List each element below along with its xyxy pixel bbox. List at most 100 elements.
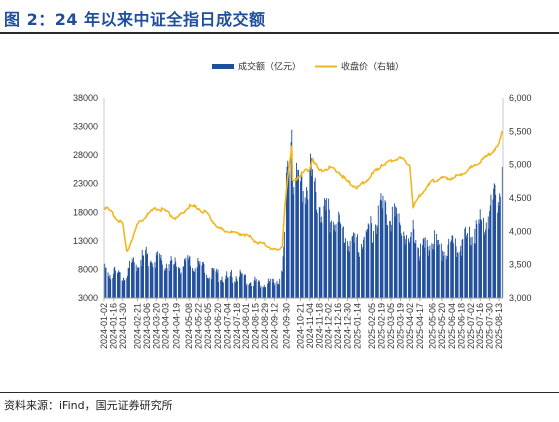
turnover-bar	[390, 231, 392, 298]
turnover-bar	[240, 272, 242, 298]
turnover-bar	[116, 273, 118, 298]
turnover-bar	[184, 260, 186, 298]
source-divider	[0, 392, 559, 393]
turnover-bar	[403, 231, 405, 298]
x-axis-tick-label: 2024-05-22	[194, 303, 204, 349]
x-axis-tick-label: 2024-01-30	[118, 303, 128, 349]
x-axis-tick-label: 2025-03-05	[386, 303, 396, 349]
turnover-bar	[484, 231, 486, 298]
turnover-bar	[479, 209, 481, 298]
left-axis-tick-label: 8000	[78, 264, 98, 274]
turnover-bar	[380, 193, 382, 298]
turnover-bar	[109, 274, 111, 298]
turnover-bar	[334, 224, 336, 298]
turnover-bar	[180, 274, 181, 298]
turnover-bar	[257, 281, 259, 298]
turnover-bar	[123, 277, 124, 298]
turnover-bar	[361, 249, 363, 298]
turnover-bar	[328, 209, 330, 298]
turnover-bar	[471, 245, 472, 298]
turnover-bar	[417, 247, 419, 298]
turnover-bar	[169, 261, 171, 298]
turnover-bar	[202, 261, 204, 298]
turnover-bar	[283, 246, 285, 298]
turnover-bar	[122, 280, 124, 298]
turnover-bar	[321, 222, 323, 298]
turnover-bar	[265, 287, 267, 298]
turnover-bar	[481, 220, 482, 298]
turnover-bar	[255, 279, 257, 298]
legend-swatch-turnover	[212, 64, 234, 69]
turnover-bar	[129, 260, 130, 298]
turnover-bar	[179, 268, 181, 298]
turnover-bar	[466, 234, 468, 298]
turnover-bar	[474, 229, 476, 298]
turnover-bar	[138, 267, 140, 298]
turnover-bar	[147, 266, 149, 298]
turnover-bar	[312, 169, 313, 298]
turnover-bar	[311, 176, 313, 298]
turnover-bar	[401, 235, 403, 298]
turnover-bar	[460, 245, 462, 298]
turnover-bar	[137, 267, 139, 298]
x-axis-tick-label: 2024-01-02	[99, 303, 109, 349]
turnover-bar	[456, 252, 458, 298]
turnover-bar	[300, 181, 301, 298]
turnover-bar	[432, 244, 434, 298]
turnover-bar	[124, 279, 126, 298]
turnover-bar	[235, 276, 237, 298]
turnover-bar	[142, 255, 144, 298]
turnover-bar	[160, 254, 162, 298]
turnover-bar	[278, 284, 280, 298]
turnover-bar	[418, 248, 419, 298]
turnover-bar	[244, 274, 246, 298]
turnover-bar	[206, 274, 208, 298]
turnover-bar	[354, 233, 356, 298]
turnover-bar	[286, 166, 288, 298]
turnover-bar	[414, 243, 416, 298]
turnover-bar	[207, 278, 209, 298]
turnover-bar	[147, 253, 149, 298]
turnover-bar	[424, 237, 426, 298]
turnover-bar	[182, 266, 184, 298]
turnover-bar	[249, 283, 250, 298]
turnover-bar	[434, 230, 436, 298]
turnover-bar	[363, 239, 364, 298]
turnover-bar	[356, 237, 358, 298]
x-axis-tick-label: 2025-03-19	[395, 303, 405, 349]
turnover-bar	[136, 271, 138, 298]
turnover-bar	[450, 240, 452, 298]
turnover-bar	[310, 153, 311, 298]
turnover-bar	[329, 232, 331, 298]
turnover-bar	[487, 216, 489, 298]
turnover-bar	[135, 264, 137, 298]
turnover-bar	[427, 246, 429, 298]
turnover-bar	[151, 263, 153, 298]
turnover-bar	[371, 242, 373, 298]
turnover-bar	[246, 283, 248, 298]
turnover-bar	[260, 285, 262, 298]
turnover-bar	[326, 198, 328, 298]
turnover-bar	[347, 250, 349, 298]
turnover-bar	[438, 244, 440, 298]
turnover-bar	[277, 284, 279, 298]
turnover-bar	[476, 224, 478, 298]
turnover-bar	[222, 281, 224, 298]
x-axis-tick-label: 2025-04-02	[405, 303, 415, 349]
turnover-bar	[254, 276, 256, 298]
turnover-bar	[104, 267, 106, 298]
turnover-bar	[485, 222, 487, 298]
turnover-bar	[145, 249, 147, 298]
turnover-bar	[165, 263, 167, 298]
turnover-bar	[410, 231, 412, 298]
x-axis-tick-label: 2025-07-02	[466, 303, 476, 349]
turnover-bar	[357, 252, 359, 298]
turnover-bar	[410, 236, 411, 298]
turnover-bar	[222, 282, 224, 298]
turnover-bar	[217, 269, 219, 298]
turnover-bar	[493, 188, 495, 298]
x-axis-tick-label: 2025-06-18	[456, 303, 466, 349]
turnover-bar	[140, 259, 142, 298]
turnover-bar	[465, 237, 467, 298]
x-axis-tick-label: 2024-06-05	[203, 303, 213, 349]
